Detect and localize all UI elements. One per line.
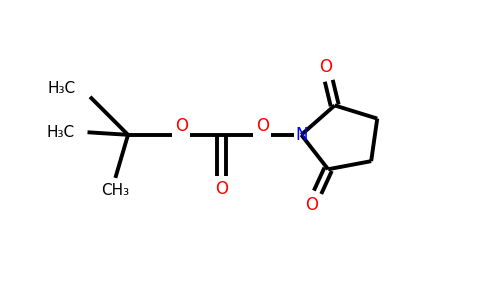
Text: O: O [319, 58, 332, 76]
Text: O: O [175, 117, 188, 135]
Text: CH₃: CH₃ [101, 183, 129, 198]
Text: O: O [305, 196, 318, 214]
Text: H₃C: H₃C [48, 81, 76, 96]
Text: H₃C: H₃C [47, 125, 75, 140]
Text: N: N [295, 126, 307, 144]
Text: O: O [215, 180, 228, 198]
Text: O: O [256, 117, 269, 135]
